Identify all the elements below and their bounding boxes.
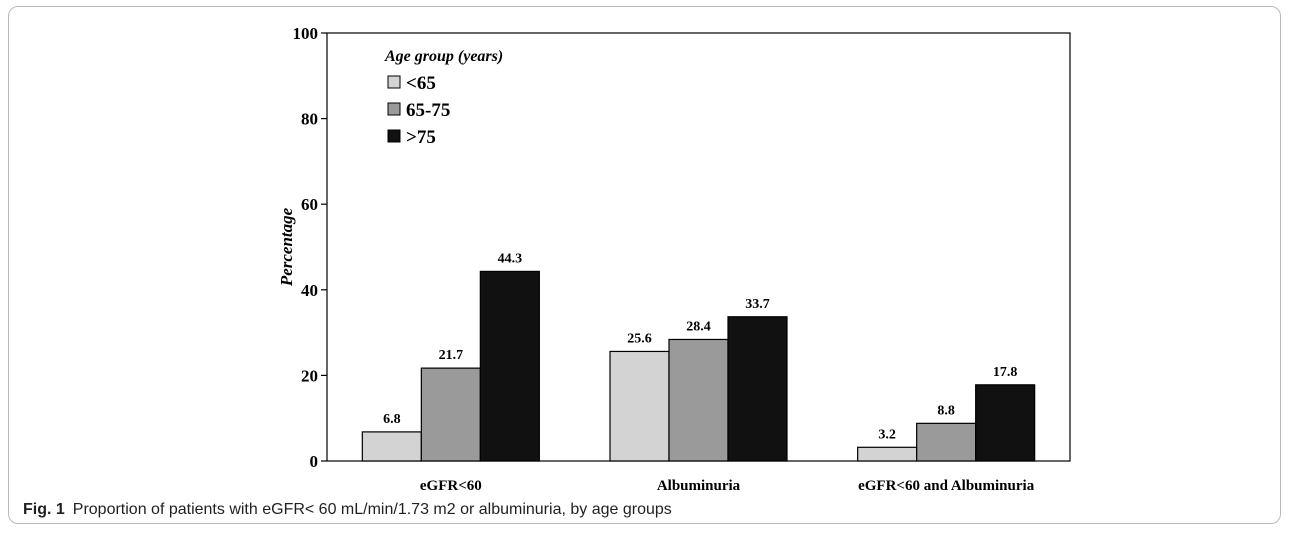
y-tick-label: 40 (301, 281, 318, 300)
legend-swatch (387, 102, 401, 116)
y-tick-label: 60 (301, 195, 318, 214)
bar-chart: 0 20 40 60 80 100 Percentage 6.8 21.7 44.3 eGFR<60… (277, 24, 1071, 494)
caption-text: Proportion of patients with eGFR< 60 mL/… (72, 501, 672, 518)
y-axis-label: Percentage (277, 207, 296, 287)
data-label: 17.8 (993, 365, 1018, 380)
bar (668, 338, 729, 462)
bar (609, 350, 670, 462)
data-label: 6.8 (383, 412, 401, 427)
data-label: 44.3 (498, 251, 523, 266)
legend-swatch (387, 129, 401, 143)
figure-frame: 0 20 40 60 80 100 Percentage 6.8 21.7 44.3 eGFR<60… (8, 6, 1281, 524)
legend-title: Age group (years) (384, 48, 503, 65)
y-tick-label: 0 (310, 452, 319, 471)
y-tick-label: 80 (301, 110, 318, 129)
figure-caption: Fig. 1 Proportion of patients with eGFR< … (23, 501, 672, 519)
bar (916, 422, 977, 462)
data-label: 21.7 (439, 348, 464, 363)
data-label: 33.7 (745, 297, 770, 312)
bar (479, 270, 540, 462)
x-tick-label: Albuminuria (657, 478, 741, 494)
legend-label: 65-75 (406, 100, 450, 121)
data-label: 28.4 (686, 319, 711, 334)
x-tick-label: eGFR<60 and Albuminuria (858, 478, 1035, 494)
x-tick-label: eGFR<60 (420, 478, 482, 494)
y-tick-label: 100 (293, 24, 319, 43)
legend-swatch (387, 75, 401, 89)
bar (975, 384, 1036, 462)
data-label: 3.2 (878, 427, 896, 442)
legend-label: >75 (406, 127, 436, 148)
bar (420, 367, 481, 462)
y-tick-label: 20 (301, 366, 318, 385)
legend-label: <65 (406, 73, 436, 94)
bar (361, 431, 422, 462)
data-label: 8.8 (937, 403, 955, 418)
bar (857, 446, 918, 462)
caption-label: Fig. 1 (23, 501, 65, 518)
data-label: 25.6 (627, 331, 652, 346)
bar (727, 316, 788, 462)
